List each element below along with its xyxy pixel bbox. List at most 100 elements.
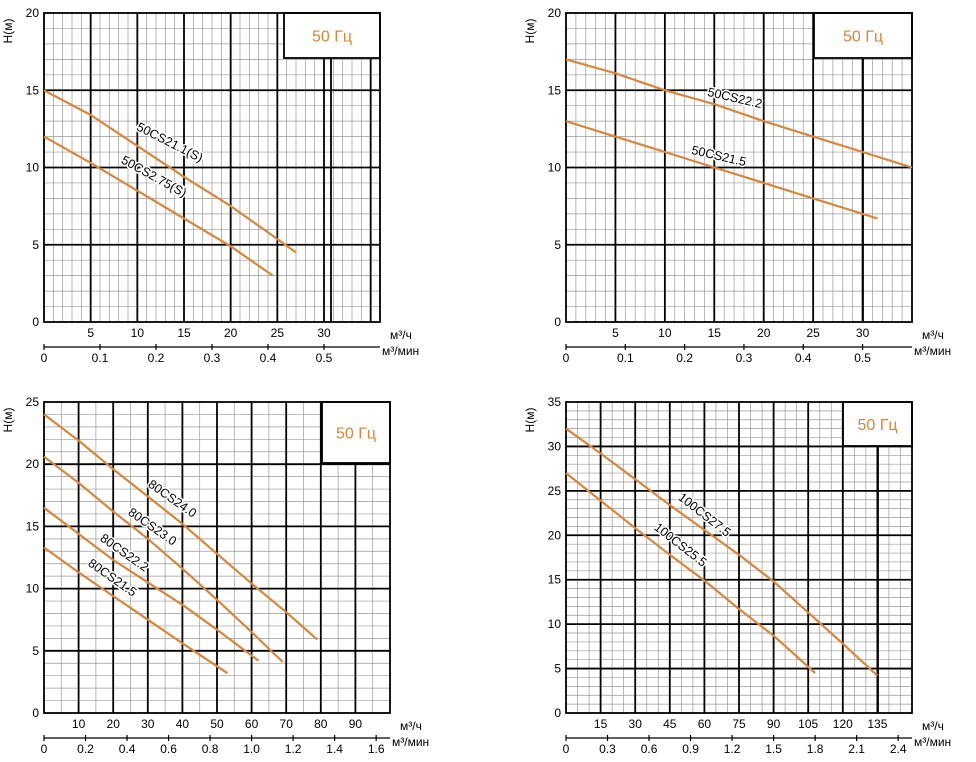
x2-tick-label: 0.6 xyxy=(641,742,658,756)
x-tick-label: 10 xyxy=(658,326,672,340)
x2-tick-label: 0 xyxy=(563,351,570,365)
chart-4: 50 Гц100CS27.5100CS25.505101520253035Н(м… xyxy=(523,395,951,756)
x2-tick-label: 1.2 xyxy=(724,742,741,756)
x-tick-label: 80 xyxy=(314,717,328,731)
frequency-label: 50 Гц xyxy=(336,426,376,443)
x-tick-label: 60 xyxy=(245,717,259,731)
y-axis-label: Н(м) xyxy=(1,408,15,433)
x-tick-label: 50 xyxy=(210,717,224,731)
x-tick-label: 30 xyxy=(856,326,870,340)
x2-tick-label: 0.5 xyxy=(316,351,333,365)
x-tick-label: 20 xyxy=(107,717,121,731)
x2-tick-label: 0.8 xyxy=(202,742,219,756)
x-tick-label: 45 xyxy=(663,717,677,731)
y-tick-label: 20 xyxy=(548,528,562,542)
frequency-label: 50 Гц xyxy=(843,29,883,46)
x2-tick-label: 0.4 xyxy=(119,742,136,756)
x2-tick-label: 0.3 xyxy=(736,351,753,365)
y-tick-label: 25 xyxy=(26,395,40,409)
y-tick-label: 15 xyxy=(26,83,40,97)
y-tick-label: 10 xyxy=(548,161,562,175)
x2-tick-label: 1.2 xyxy=(285,742,302,756)
y-tick-label: 20 xyxy=(548,6,562,20)
curve-label: 50CS21.5 xyxy=(690,143,747,169)
x-tick-label: 15 xyxy=(594,717,608,731)
plot-frame xyxy=(565,401,913,714)
x-tick-label: 20 xyxy=(224,326,238,340)
x-tick-label: 30 xyxy=(317,326,331,340)
y-tick-label: 35 xyxy=(548,395,562,409)
x-tick-label: 75 xyxy=(732,717,746,731)
x2-tick-label: 1.8 xyxy=(807,742,824,756)
secondary-axis-unit: м³/мин xyxy=(392,735,429,749)
y-tick-label: 15 xyxy=(548,573,562,587)
x-axis-unit: м³/ч xyxy=(390,328,412,342)
x2-tick-label: 0.1 xyxy=(617,351,634,365)
x-axis-unit: м³/ч xyxy=(922,328,944,342)
y-tick-label: 20 xyxy=(26,457,40,471)
chart-3: 50 Гц80CS24.080CS23.080CS22.280CS21.5051… xyxy=(1,395,429,756)
y-tick-label: 5 xyxy=(554,238,561,252)
x2-tick-label: 0.4 xyxy=(260,351,277,365)
curve-50CS22.2 xyxy=(565,58,913,169)
x2-tick-label: 0 xyxy=(41,742,48,756)
y-tick-label: 15 xyxy=(548,83,562,97)
x-tick-label: 25 xyxy=(806,326,820,340)
x-tick-label: 20 xyxy=(757,326,771,340)
x2-tick-label: 0.2 xyxy=(77,742,94,756)
y-tick-label: 0 xyxy=(554,315,561,329)
curve-80CS22.2 xyxy=(43,506,260,662)
y-axis-label: Н(м) xyxy=(1,19,15,44)
curve-80CS21.5 xyxy=(43,546,229,675)
y-tick-label: 5 xyxy=(554,662,561,676)
y-tick-label: 15 xyxy=(26,519,40,533)
plot-frame xyxy=(43,12,381,323)
y-tick-label: 10 xyxy=(548,617,562,631)
y-tick-label: 20 xyxy=(26,6,40,20)
y-tick-label: 10 xyxy=(26,161,40,175)
x-tick-label: 30 xyxy=(629,717,643,731)
x-tick-label: 90 xyxy=(349,717,363,731)
x2-tick-label: 0.3 xyxy=(204,351,221,365)
y-tick-label: 30 xyxy=(548,439,562,453)
major-grid xyxy=(566,402,912,713)
x-tick-label: 90 xyxy=(767,717,781,731)
curve-label: 50CS2.75(S) xyxy=(119,153,189,200)
x2-tick-label: 2.4 xyxy=(890,742,907,756)
x-tick-label: 15 xyxy=(708,326,722,340)
x-tick-label: 15 xyxy=(177,326,191,340)
curve-100CS27.5 xyxy=(565,427,879,677)
x-axis-unit: м³/ч xyxy=(922,719,944,733)
x2-tick-label: 1.5 xyxy=(765,742,782,756)
y-tick-label: 0 xyxy=(32,315,39,329)
x2-tick-label: 0.9 xyxy=(682,742,699,756)
frequency-label: 50 Гц xyxy=(312,29,352,46)
y-axis-label: Н(м) xyxy=(523,408,537,433)
x-tick-label: 10 xyxy=(72,717,86,731)
x2-tick-label: 2.1 xyxy=(848,742,865,756)
major-grid xyxy=(44,13,380,322)
x2-tick-label: 0 xyxy=(563,742,570,756)
curve-label: 50CS21.1(S) xyxy=(134,120,205,165)
curve-50CS21.1(S) xyxy=(43,89,297,254)
x-tick-label: 70 xyxy=(280,717,294,731)
plot-frame xyxy=(43,401,391,714)
y-tick-label: 10 xyxy=(26,582,40,596)
curve-80CS23.0 xyxy=(43,455,284,663)
x-tick-label: 25 xyxy=(271,326,285,340)
secondary-axis-unit: м³/мин xyxy=(382,344,419,358)
x2-tick-label: 0 xyxy=(41,351,48,365)
y-tick-label: 5 xyxy=(32,238,39,252)
x2-tick-label: 0.2 xyxy=(676,351,693,365)
x-tick-label: 120 xyxy=(833,717,853,731)
chart-1: 50 Гц 50CS21.1(S)50CS2.75(S) 0 5 10 15 20 Н(м) 5… xyxy=(1,6,419,365)
curve-50CS2.75(S) xyxy=(43,135,274,277)
x-tick-label: 60 xyxy=(698,717,712,731)
x2-tick-label: 0.2 xyxy=(148,351,165,365)
x2-tick-label: 0.3 xyxy=(599,742,616,756)
y-axis-label: Н(м) xyxy=(523,19,537,44)
y-tick-label: 25 xyxy=(548,484,562,498)
y-tick-label: 5 xyxy=(32,644,39,658)
